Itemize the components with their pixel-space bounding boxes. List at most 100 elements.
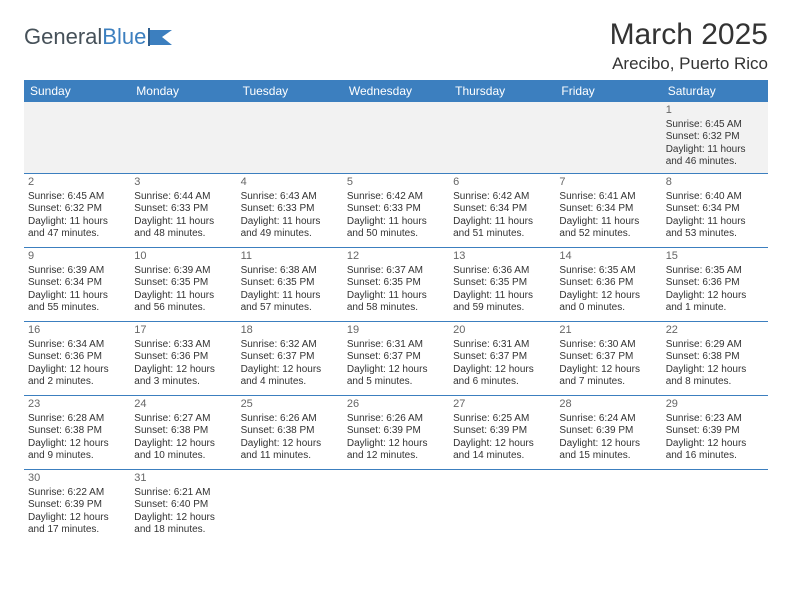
daylight-text: Daylight: 11 hours and 48 minutes. [134,216,232,241]
calendar-cell: 25Sunrise: 6:26 AMSunset: 6:38 PMDayligh… [237,395,343,469]
sunrise-text: Sunrise: 6:28 AM [28,413,126,426]
calendar-cell: 15Sunrise: 6:35 AMSunset: 6:36 PMDayligh… [662,247,768,321]
daylight-text: Daylight: 11 hours and 57 minutes. [241,290,339,315]
day-number: 25 [241,398,339,412]
day-number: 18 [241,324,339,338]
sunset-text: Sunset: 6:34 PM [559,203,657,216]
day-number: 26 [347,398,445,412]
day-header: Thursday [449,80,555,102]
calendar-row: 16Sunrise: 6:34 AMSunset: 6:36 PMDayligh… [24,321,768,395]
daylight-text: Daylight: 12 hours and 12 minutes. [347,438,445,463]
sunrise-text: Sunrise: 6:29 AM [666,339,764,352]
calendar-head: SundayMondayTuesdayWednesdayThursdayFrid… [24,80,768,102]
sunrise-text: Sunrise: 6:37 AM [347,265,445,278]
sunset-text: Sunset: 6:36 PM [559,277,657,290]
calendar-row: 23Sunrise: 6:28 AMSunset: 6:38 PMDayligh… [24,395,768,469]
calendar-cell: 21Sunrise: 6:30 AMSunset: 6:37 PMDayligh… [555,321,661,395]
day-number: 8 [666,176,764,190]
calendar-cell: 28Sunrise: 6:24 AMSunset: 6:39 PMDayligh… [555,395,661,469]
calendar-cell: 6Sunrise: 6:42 AMSunset: 6:34 PMDaylight… [449,173,555,247]
sunset-text: Sunset: 6:38 PM [28,425,126,438]
daylight-text: Daylight: 12 hours and 10 minutes. [134,438,232,463]
daylight-text: Daylight: 11 hours and 53 minutes. [666,216,764,241]
daylight-text: Daylight: 12 hours and 1 minute. [666,290,764,315]
calendar-cell: 19Sunrise: 6:31 AMSunset: 6:37 PMDayligh… [343,321,449,395]
day-number: 20 [453,324,551,338]
calendar-cell: 30Sunrise: 6:22 AMSunset: 6:39 PMDayligh… [24,469,130,543]
day-number: 11 [241,250,339,264]
day-header: Tuesday [237,80,343,102]
sunrise-text: Sunrise: 6:41 AM [559,191,657,204]
day-number: 5 [347,176,445,190]
calendar-cell-empty [555,102,661,173]
calendar-cell: 7Sunrise: 6:41 AMSunset: 6:34 PMDaylight… [555,173,661,247]
page: GeneralBlue March 2025 Arecibo, Puerto R… [0,0,792,543]
daylight-text: Daylight: 11 hours and 46 minutes. [666,144,764,169]
sunset-text: Sunset: 6:32 PM [28,203,126,216]
daylight-text: Daylight: 11 hours and 58 minutes. [347,290,445,315]
calendar-row: 1Sunrise: 6:45 AMSunset: 6:32 PMDaylight… [24,102,768,173]
calendar-cell: 10Sunrise: 6:39 AMSunset: 6:35 PMDayligh… [130,247,236,321]
location: Arecibo, Puerto Rico [610,54,768,74]
calendar-cell-empty [130,102,236,173]
day-number: 2 [28,176,126,190]
calendar-cell: 20Sunrise: 6:31 AMSunset: 6:37 PMDayligh… [449,321,555,395]
calendar-cell: 24Sunrise: 6:27 AMSunset: 6:38 PMDayligh… [130,395,236,469]
daylight-text: Daylight: 12 hours and 15 minutes. [559,438,657,463]
sunrise-text: Sunrise: 6:35 AM [559,265,657,278]
sunrise-text: Sunrise: 6:31 AM [347,339,445,352]
sunset-text: Sunset: 6:39 PM [666,425,764,438]
sunset-text: Sunset: 6:34 PM [28,277,126,290]
daylight-text: Daylight: 12 hours and 17 minutes. [28,512,126,537]
calendar-cell: 17Sunrise: 6:33 AMSunset: 6:36 PMDayligh… [130,321,236,395]
calendar-cell: 12Sunrise: 6:37 AMSunset: 6:35 PMDayligh… [343,247,449,321]
calendar-cell: 23Sunrise: 6:28 AMSunset: 6:38 PMDayligh… [24,395,130,469]
daylight-text: Daylight: 11 hours and 50 minutes. [347,216,445,241]
day-number: 15 [666,250,764,264]
calendar-cell: 26Sunrise: 6:26 AMSunset: 6:39 PMDayligh… [343,395,449,469]
calendar-cell-empty [237,469,343,543]
daylight-text: Daylight: 12 hours and 7 minutes. [559,364,657,389]
calendar-cell: 27Sunrise: 6:25 AMSunset: 6:39 PMDayligh… [449,395,555,469]
daylight-text: Daylight: 12 hours and 14 minutes. [453,438,551,463]
calendar-cell: 18Sunrise: 6:32 AMSunset: 6:37 PMDayligh… [237,321,343,395]
calendar-cell: 9Sunrise: 6:39 AMSunset: 6:34 PMDaylight… [24,247,130,321]
calendar-cell-empty [449,102,555,173]
sunset-text: Sunset: 6:40 PM [134,499,232,512]
daylight-text: Daylight: 11 hours and 51 minutes. [453,216,551,241]
sunrise-text: Sunrise: 6:31 AM [453,339,551,352]
sunrise-text: Sunrise: 6:22 AM [28,487,126,500]
calendar-cell-empty [449,469,555,543]
daylight-text: Daylight: 12 hours and 8 minutes. [666,364,764,389]
day-header: Friday [555,80,661,102]
calendar-cell: 4Sunrise: 6:43 AMSunset: 6:33 PMDaylight… [237,173,343,247]
sunset-text: Sunset: 6:34 PM [453,203,551,216]
daylight-text: Daylight: 12 hours and 11 minutes. [241,438,339,463]
daylight-text: Daylight: 11 hours and 59 minutes. [453,290,551,315]
calendar-cell-empty [24,102,130,173]
day-number: 27 [453,398,551,412]
calendar-cell-empty [237,102,343,173]
daylight-text: Daylight: 11 hours and 49 minutes. [241,216,339,241]
day-number: 13 [453,250,551,264]
day-number: 1 [666,104,764,118]
sunrise-text: Sunrise: 6:30 AM [559,339,657,352]
calendar-cell: 16Sunrise: 6:34 AMSunset: 6:36 PMDayligh… [24,321,130,395]
day-number: 7 [559,176,657,190]
calendar-cell: 8Sunrise: 6:40 AMSunset: 6:34 PMDaylight… [662,173,768,247]
sunset-text: Sunset: 6:35 PM [241,277,339,290]
daylight-text: Daylight: 12 hours and 2 minutes. [28,364,126,389]
daylight-text: Daylight: 11 hours and 47 minutes. [28,216,126,241]
day-number: 21 [559,324,657,338]
sunset-text: Sunset: 6:33 PM [241,203,339,216]
day-number: 22 [666,324,764,338]
sunrise-text: Sunrise: 6:42 AM [453,191,551,204]
sunset-text: Sunset: 6:38 PM [666,351,764,364]
day-number: 24 [134,398,232,412]
sunset-text: Sunset: 6:35 PM [134,277,232,290]
sunrise-text: Sunrise: 6:39 AM [134,265,232,278]
daylight-text: Daylight: 12 hours and 6 minutes. [453,364,551,389]
sunrise-text: Sunrise: 6:26 AM [241,413,339,426]
sunset-text: Sunset: 6:36 PM [28,351,126,364]
calendar-row: 30Sunrise: 6:22 AMSunset: 6:39 PMDayligh… [24,469,768,543]
